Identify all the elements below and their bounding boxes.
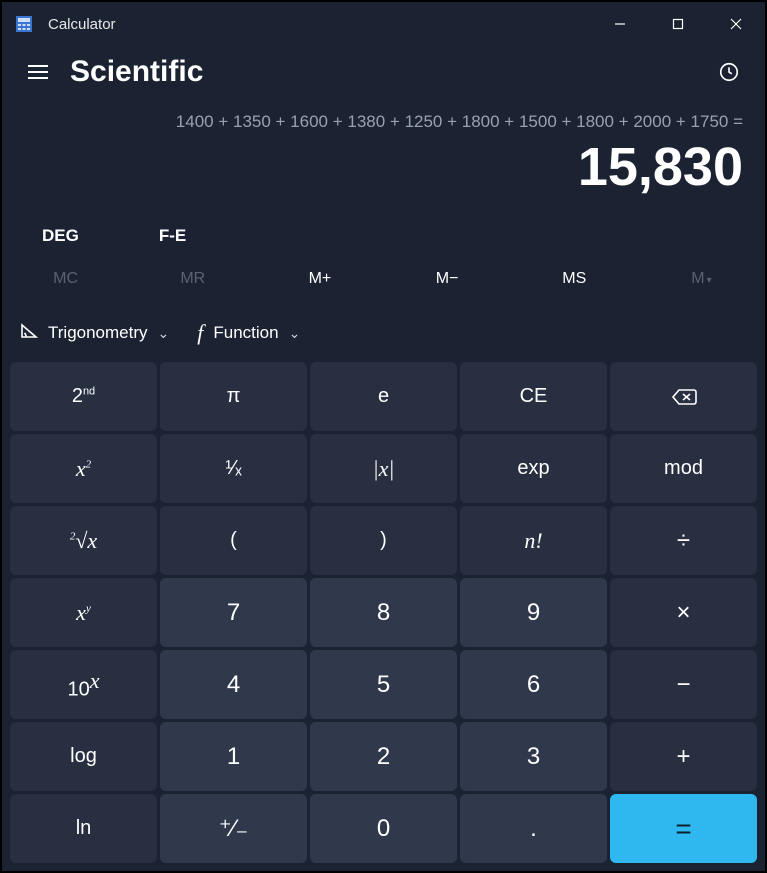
key-9[interactable]: 9	[460, 578, 607, 647]
key-paren-close[interactable]: )	[310, 506, 457, 575]
key-backspace[interactable]	[610, 362, 757, 431]
key-exp[interactable]: exp	[460, 434, 607, 503]
menu-button[interactable]	[20, 54, 56, 90]
key-2nd[interactable]: 2nd	[10, 362, 157, 431]
toggle-row: DEG F-E	[2, 208, 765, 252]
minimize-button[interactable]	[591, 2, 649, 46]
key-multiply[interactable]: ×	[610, 578, 757, 647]
calculator-icon	[16, 16, 32, 32]
expression-display: 1400 + 1350 + 1600 + 1380 + 1250 + 1800 …	[2, 94, 765, 132]
key-7[interactable]: 7	[160, 578, 307, 647]
notation-toggle[interactable]: F-E	[159, 226, 186, 246]
titlebar: Calculator	[2, 2, 765, 46]
key-equals[interactable]: =	[610, 794, 757, 863]
chevron-down-icon: ⌄	[289, 325, 301, 342]
key-sqrt[interactable]: 2√x	[10, 506, 157, 575]
keypad: 2nd π e CE x2 ¹⁄ₓ |x| exp mod 2√x ( ) n!…	[2, 362, 765, 871]
key-plus[interactable]: +	[610, 722, 757, 791]
key-0[interactable]: 0	[310, 794, 457, 863]
angle-toggle[interactable]: DEG	[42, 226, 79, 246]
memory-list[interactable]: M▾	[638, 262, 765, 296]
key-clear-entry[interactable]: CE	[460, 362, 607, 431]
key-5[interactable]: 5	[310, 650, 457, 719]
result-display: 15,830	[2, 132, 765, 208]
header: Scientific	[2, 46, 765, 94]
key-reciprocal[interactable]: ¹⁄ₓ	[160, 434, 307, 503]
key-ln[interactable]: ln	[10, 794, 157, 863]
function-dropdown[interactable]: f Function ⌄	[197, 320, 300, 346]
key-log[interactable]: log	[10, 722, 157, 791]
function-icon: f	[197, 320, 203, 346]
chevron-down-icon: ⌄	[158, 325, 170, 342]
close-button[interactable]	[707, 2, 765, 46]
key-6[interactable]: 6	[460, 650, 607, 719]
key-paren-open[interactable]: (	[160, 506, 307, 575]
key-divide[interactable]: ÷	[610, 506, 757, 575]
key-mod[interactable]: mod	[610, 434, 757, 503]
key-8[interactable]: 8	[310, 578, 457, 647]
window-title: Calculator	[48, 16, 591, 33]
key-decimal[interactable]: .	[460, 794, 607, 863]
dropdown-row: Trigonometry ⌄ f Function ⌄	[2, 306, 765, 362]
memory-store[interactable]: MS	[511, 262, 638, 296]
key-negate[interactable]: ⁺⁄₋	[160, 794, 307, 863]
mode-title: Scientific	[70, 55, 711, 89]
memory-row: MC MR M+ M− MS M▾	[2, 252, 765, 306]
key-10x[interactable]: 10x	[10, 650, 157, 719]
key-factorial[interactable]: n!	[460, 506, 607, 575]
angle-icon	[20, 323, 38, 344]
key-abs[interactable]: |x|	[310, 434, 457, 503]
key-square[interactable]: x2	[10, 434, 157, 503]
key-2[interactable]: 2	[310, 722, 457, 791]
history-button[interactable]	[711, 54, 747, 90]
memory-recall[interactable]: MR	[129, 262, 256, 296]
memory-subtract[interactable]: M−	[384, 262, 511, 296]
key-pi[interactable]: π	[160, 362, 307, 431]
memory-clear[interactable]: MC	[2, 262, 129, 296]
trigonometry-dropdown[interactable]: Trigonometry ⌄	[20, 323, 169, 344]
maximize-button[interactable]	[649, 2, 707, 46]
key-power[interactable]: xy	[10, 578, 157, 647]
key-4[interactable]: 4	[160, 650, 307, 719]
key-3[interactable]: 3	[460, 722, 607, 791]
key-1[interactable]: 1	[160, 722, 307, 791]
trig-label: Trigonometry	[48, 323, 148, 343]
key-minus[interactable]: −	[610, 650, 757, 719]
key-e[interactable]: e	[310, 362, 457, 431]
memory-add[interactable]: M+	[256, 262, 383, 296]
function-label: Function	[213, 323, 278, 343]
